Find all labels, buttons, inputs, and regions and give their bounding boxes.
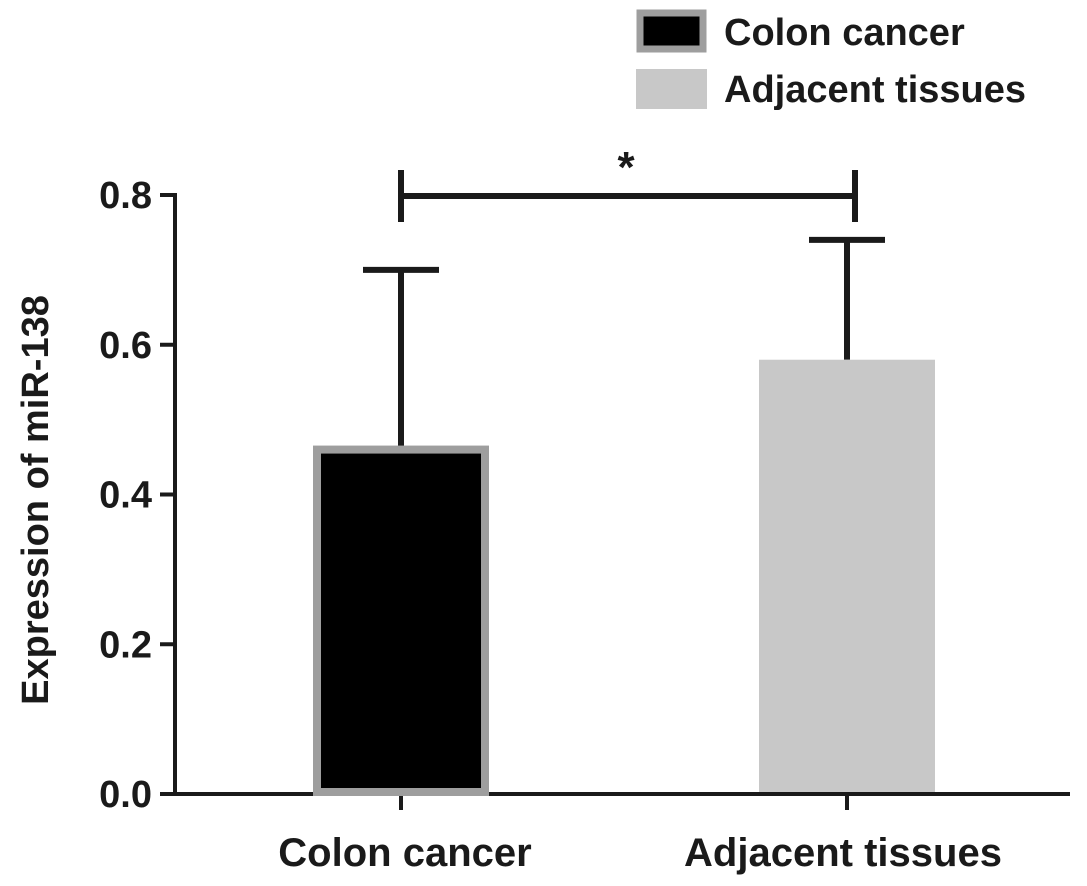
y-tick-label: 0.6 [99, 325, 152, 367]
y-axis-title: Expression of miR-138 [15, 295, 57, 705]
y-tick-label: 0.2 [99, 624, 152, 666]
y-tick-label: 0.4 [99, 475, 152, 517]
legend-swatch-adjacent-tissues [636, 69, 707, 109]
y-tick-label: 0.8 [99, 175, 152, 217]
legend-label-adjacent-tissues: Adjacent tissues [724, 69, 1026, 111]
axes [173, 193, 1070, 796]
significance-label: * [617, 143, 635, 192]
x-tick-label: Colon cancer [278, 831, 531, 875]
legend-swatch-colon-cancer [636, 9, 707, 53]
y-ticks: 0.0 0.2 0.4 0.6 0.8 [99, 175, 175, 816]
x-tick-label: Adjacent tissues [684, 831, 1002, 875]
legend-label-colon-cancer: Colon cancer [724, 12, 965, 54]
significance-bracket [398, 170, 858, 222]
bars [313, 236, 935, 796]
bar-adjacent-tissues [759, 359, 935, 792]
y-tick-label: 0.0 [99, 774, 152, 816]
x-ticks: Colon cancer Adjacent tissues [278, 794, 1002, 875]
legend: Colon cancer Adjacent tissues [636, 9, 1026, 111]
bar-colon-cancer [313, 445, 489, 796]
